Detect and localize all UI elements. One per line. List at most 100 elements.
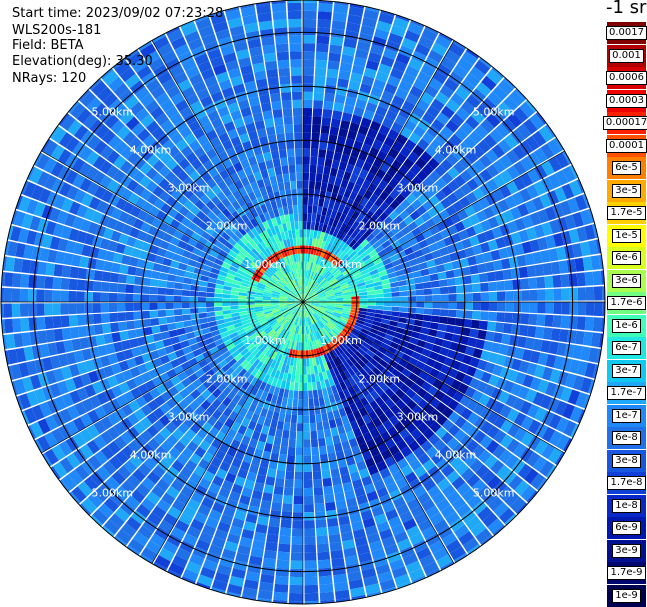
data-gate bbox=[230, 136, 242, 147]
data-gate bbox=[359, 226, 368, 236]
data-gate bbox=[231, 349, 241, 358]
data-gate bbox=[58, 440, 73, 457]
data-gate bbox=[422, 459, 436, 472]
data-gate bbox=[309, 172, 316, 182]
colorbar-cell: 3e-5 bbox=[607, 179, 646, 202]
data-gate bbox=[374, 197, 384, 208]
data-gate bbox=[293, 288, 299, 296]
data-gate bbox=[206, 292, 215, 298]
data-gate bbox=[359, 307, 368, 312]
data-gate bbox=[367, 305, 376, 310]
data-gate bbox=[383, 292, 392, 298]
data-gate bbox=[87, 409, 100, 424]
data-gate bbox=[138, 41, 152, 51]
data-gate bbox=[351, 299, 360, 302]
data-gate bbox=[123, 245, 134, 256]
data-gate bbox=[256, 4, 271, 15]
data-gate bbox=[457, 141, 471, 155]
data-gate bbox=[182, 283, 192, 291]
data-gate bbox=[487, 91, 503, 107]
data-gate bbox=[247, 365, 256, 374]
data-gate bbox=[374, 386, 385, 396]
data-gate bbox=[78, 162, 92, 177]
data-gate bbox=[420, 327, 430, 335]
data-gate bbox=[429, 182, 441, 195]
data-gate bbox=[310, 280, 315, 288]
data-gate bbox=[566, 259, 577, 273]
data-gate bbox=[446, 244, 457, 254]
data-gate bbox=[373, 257, 383, 265]
data-gate bbox=[290, 560, 303, 569]
data-gate bbox=[148, 57, 165, 72]
data-gate bbox=[61, 366, 73, 380]
data-gate bbox=[357, 285, 367, 290]
data-gate bbox=[124, 95, 139, 110]
data-gate bbox=[298, 221, 303, 230]
data-gate bbox=[233, 161, 244, 173]
data-gate bbox=[161, 492, 176, 506]
data-gate bbox=[79, 256, 90, 268]
data-gate bbox=[132, 468, 146, 483]
data-gate bbox=[182, 505, 197, 519]
data-gate bbox=[295, 156, 303, 165]
data-gate bbox=[305, 342, 309, 351]
data-gate bbox=[4, 240, 10, 256]
data-gate bbox=[303, 358, 307, 367]
colorbar-cell: 3e-7 bbox=[607, 359, 646, 382]
data-gate bbox=[345, 258, 354, 267]
data-gate bbox=[333, 247, 341, 256]
data-gate bbox=[492, 188, 505, 202]
data-gate bbox=[159, 324, 169, 333]
data-gate bbox=[125, 495, 141, 510]
data-gate bbox=[280, 405, 287, 414]
data-gate bbox=[332, 565, 346, 576]
data-gate bbox=[178, 158, 191, 170]
data-gate bbox=[322, 327, 329, 335]
data-gate bbox=[214, 449, 226, 461]
data-gate bbox=[380, 342, 390, 351]
data-gate bbox=[166, 434, 179, 447]
data-gate bbox=[198, 153, 210, 165]
data-gate bbox=[277, 59, 290, 69]
data-gate bbox=[334, 442, 343, 453]
data-gate bbox=[357, 235, 366, 245]
data-gate bbox=[260, 169, 269, 179]
data-gate bbox=[347, 130, 358, 141]
data-gate bbox=[399, 296, 409, 302]
data-gate bbox=[293, 270, 297, 279]
data-gate bbox=[364, 318, 374, 325]
data-gate bbox=[439, 228, 451, 239]
data-gate bbox=[246, 307, 256, 311]
data-gate bbox=[174, 119, 188, 132]
data-gate bbox=[321, 117, 332, 127]
data-gate bbox=[153, 407, 165, 420]
data-gate bbox=[288, 323, 294, 332]
data-gate bbox=[448, 42, 465, 57]
data-gate bbox=[529, 212, 542, 226]
data-gate bbox=[237, 251, 247, 260]
data-gate bbox=[344, 137, 355, 148]
data-gate bbox=[284, 321, 290, 330]
data-gate bbox=[329, 278, 337, 285]
data-gate bbox=[223, 285, 232, 291]
data-gate bbox=[292, 99, 302, 109]
data-gate bbox=[216, 201, 227, 212]
data-gate bbox=[320, 380, 326, 389]
data-gate bbox=[139, 175, 152, 188]
data-gate bbox=[485, 331, 495, 342]
data-gate bbox=[155, 365, 167, 376]
data-gate bbox=[187, 38, 204, 51]
data-gate bbox=[388, 444, 400, 456]
data-gate bbox=[72, 141, 87, 157]
data-gate bbox=[217, 403, 227, 414]
data-gate bbox=[460, 183, 472, 196]
data-gate bbox=[422, 478, 437, 492]
data-gate bbox=[327, 296, 336, 300]
data-gate bbox=[445, 539, 462, 554]
data-gate bbox=[68, 469, 83, 486]
data-gate bbox=[218, 79, 232, 91]
data-gate bbox=[293, 341, 297, 350]
data-gate bbox=[97, 345, 108, 357]
data-gate bbox=[291, 290, 298, 297]
data-gate bbox=[333, 4, 349, 15]
